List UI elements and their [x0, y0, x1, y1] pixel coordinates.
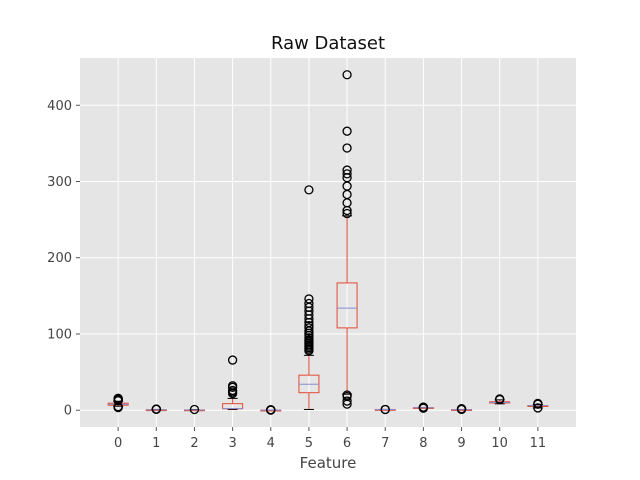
outlier-point	[342, 208, 352, 219]
outlier-point	[189, 404, 200, 415]
box-series	[107, 70, 549, 415]
x-axis-ticks: 0 1 2 3 4 5 6 7 8 9 10 11	[114, 427, 546, 451]
x-tick-label: 4	[267, 436, 275, 451]
outlier-point	[533, 403, 543, 413]
chart-title: Raw Dataset	[271, 33, 385, 54]
x-tick-label: 10	[491, 436, 508, 451]
y-axis-ticks: 0 100 200 300 400	[47, 99, 80, 419]
box-5	[298, 185, 320, 410]
y-tick-label: 300	[47, 175, 72, 190]
outlier-point	[456, 404, 467, 414]
box-7	[374, 404, 396, 415]
x-tick-label: 2	[190, 436, 198, 451]
box-6	[336, 70, 358, 409]
box-3	[222, 355, 244, 411]
outlier-point	[304, 320, 314, 331]
box-1	[145, 404, 167, 414]
box-0	[107, 393, 129, 413]
outlier-point	[266, 405, 276, 415]
x-tick-label: 8	[419, 436, 427, 451]
plot-area	[80, 58, 576, 427]
box-2	[183, 404, 205, 415]
x-axis-label: Feature	[300, 454, 357, 472]
outlier-point	[151, 404, 161, 414]
outlier-point	[342, 126, 352, 136]
outlier-point	[227, 385, 238, 396]
box-iqr	[336, 282, 358, 329]
box-10	[489, 394, 511, 405]
y-tick-label: 200	[47, 251, 72, 266]
outlier-point	[418, 402, 429, 412]
outlier-point	[533, 398, 543, 409]
y-tick-label: 0	[64, 404, 72, 419]
box-11	[527, 398, 549, 413]
grid-lines	[80, 58, 576, 427]
outlier-point	[342, 165, 352, 175]
outlier-point	[304, 298, 314, 309]
x-tick-label: 1	[152, 436, 160, 451]
x-tick-label: 11	[530, 436, 547, 451]
outlier-point	[380, 404, 390, 415]
box-4	[260, 405, 282, 415]
outlier-point	[227, 381, 238, 391]
outlier-point	[495, 394, 505, 404]
box-8	[412, 402, 434, 413]
x-tick-label: 6	[343, 436, 351, 451]
outlier-point	[304, 294, 314, 304]
outlier-point	[342, 390, 352, 400]
y-tick-label: 400	[47, 99, 72, 114]
box-9	[451, 404, 473, 415]
x-tick-label: 9	[457, 436, 465, 451]
outlier-point	[342, 143, 352, 153]
outlier-point	[342, 70, 352, 80]
outlier-point	[113, 393, 123, 403]
y-tick-label: 100	[47, 327, 72, 342]
x-tick-label: 5	[305, 436, 313, 451]
x-tick-label: 7	[381, 436, 389, 451]
x-tick-label: 3	[228, 436, 236, 451]
outlier-point	[227, 355, 238, 365]
outlier-point	[304, 185, 314, 195]
outlier-point	[342, 396, 352, 406]
outlier-point	[342, 169, 352, 179]
x-tick-label: 0	[114, 436, 122, 451]
